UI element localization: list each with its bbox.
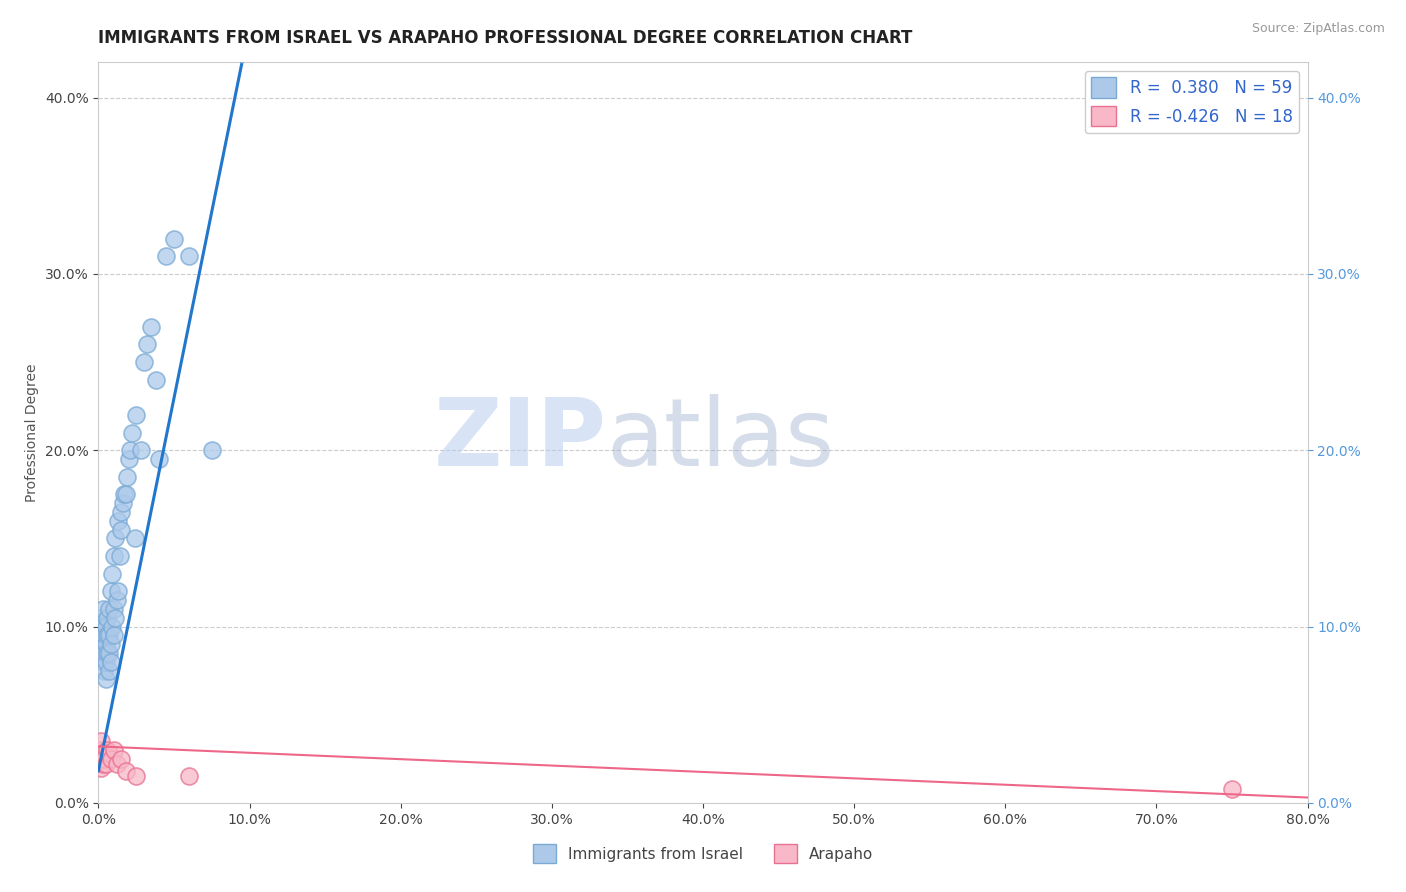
- Point: [96, 646, 118, 660]
- Point: [94, 757, 117, 772]
- Point: [101, 566, 124, 581]
- Point: [93, 628, 115, 642]
- Point: [94, 655, 117, 669]
- Point: [94, 637, 117, 651]
- Point: [93, 752, 115, 766]
- Point: [108, 549, 131, 563]
- Point: [91, 619, 114, 633]
- Point: [121, 425, 143, 440]
- Point: [125, 408, 148, 422]
- Point: [98, 747, 121, 761]
- Point: [98, 628, 121, 642]
- Point: [91, 747, 114, 761]
- Point: [155, 249, 177, 263]
- Point: [1220, 781, 1243, 796]
- Point: [125, 769, 148, 783]
- Point: [163, 232, 186, 246]
- Point: [91, 655, 114, 669]
- Point: [93, 664, 115, 678]
- Point: [103, 602, 125, 616]
- Point: [98, 664, 121, 678]
- Text: atlas: atlas: [606, 394, 835, 486]
- Point: [135, 337, 157, 351]
- Point: [98, 602, 121, 616]
- Point: [129, 443, 152, 458]
- Point: [89, 628, 111, 642]
- Point: [96, 628, 118, 642]
- Point: [110, 523, 132, 537]
- Point: [89, 743, 111, 757]
- Point: [104, 532, 127, 546]
- Point: [89, 637, 111, 651]
- Point: [96, 610, 118, 624]
- Y-axis label: Professional Degree: Professional Degree: [25, 363, 39, 502]
- Point: [107, 514, 129, 528]
- Point: [145, 373, 167, 387]
- Point: [115, 469, 138, 483]
- Point: [89, 752, 111, 766]
- Point: [90, 628, 112, 642]
- Point: [111, 496, 134, 510]
- Point: [100, 655, 122, 669]
- Point: [100, 752, 122, 766]
- Point: [91, 637, 114, 651]
- Point: [179, 249, 201, 263]
- Point: [98, 646, 121, 660]
- Point: [90, 646, 112, 660]
- Point: [107, 584, 129, 599]
- Point: [90, 734, 112, 748]
- Point: [94, 673, 117, 687]
- Point: [104, 610, 127, 624]
- Point: [100, 584, 122, 599]
- Point: [118, 452, 141, 467]
- Point: [112, 487, 135, 501]
- Text: Source: ZipAtlas.com: Source: ZipAtlas.com: [1251, 22, 1385, 36]
- Point: [141, 319, 163, 334]
- Point: [132, 355, 155, 369]
- Point: [201, 443, 224, 458]
- Point: [96, 743, 118, 757]
- Text: IMMIGRANTS FROM ISRAEL VS ARAPAHO PROFESSIONAL DEGREE CORRELATION CHART: IMMIGRANTS FROM ISRAEL VS ARAPAHO PROFES…: [98, 29, 912, 47]
- Point: [114, 487, 136, 501]
- Point: [105, 593, 128, 607]
- Point: [100, 637, 122, 651]
- Point: [120, 443, 142, 458]
- Point: [94, 619, 117, 633]
- Point: [124, 532, 146, 546]
- Point: [91, 602, 114, 616]
- Point: [148, 452, 170, 467]
- Point: [110, 505, 132, 519]
- Point: [89, 619, 111, 633]
- Point: [93, 646, 115, 660]
- Point: [114, 764, 136, 778]
- Point: [101, 619, 124, 633]
- Point: [91, 757, 114, 772]
- Point: [103, 628, 125, 642]
- Text: ZIP: ZIP: [433, 394, 606, 486]
- Point: [90, 760, 112, 774]
- Point: [110, 752, 132, 766]
- Legend: R =  0.380   N = 59, R = -0.426   N = 18: R = 0.380 N = 59, R = -0.426 N = 18: [1084, 70, 1299, 133]
- Point: [179, 769, 201, 783]
- Point: [103, 743, 125, 757]
- Point: [105, 757, 128, 772]
- Point: [103, 549, 125, 563]
- Point: [90, 610, 112, 624]
